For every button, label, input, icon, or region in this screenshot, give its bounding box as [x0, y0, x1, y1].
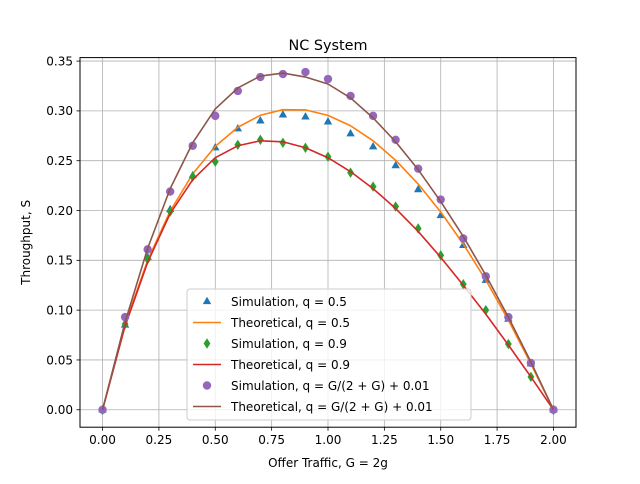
x-axis-label: Offer Traffic, G = 2g: [268, 456, 388, 470]
x-tick-label: 1.00: [315, 433, 342, 447]
x-tick-label: 0.25: [146, 433, 173, 447]
series-line: [101, 108, 555, 411]
chart-title: NC System: [288, 38, 367, 54]
series-layer: [98, 67, 558, 415]
grid: [80, 57, 576, 428]
data-point: [346, 91, 355, 101]
y-tick-label: 0.30: [46, 104, 73, 118]
legend-label: Theoretical, q = 0.9: [230, 358, 350, 372]
x-tick-label: 2.00: [540, 433, 567, 447]
data-point: [391, 160, 400, 169]
series-6: [101, 72, 555, 411]
y-tick-label: 0.10: [46, 303, 73, 317]
y-axis-label: Throughput, S: [19, 200, 33, 286]
y-tick-label: 0.25: [46, 154, 73, 168]
legend-label: Theoretical, q = 0.5: [230, 316, 350, 330]
y-tick-label: 0.05: [46, 353, 73, 367]
data-point: [256, 72, 265, 82]
data-point: [368, 141, 378, 150]
y-tick-label: 0.20: [46, 204, 73, 218]
legend-marker-swatch: [203, 338, 211, 349]
data-point: [301, 112, 310, 120]
y-tick-label: 0.00: [46, 403, 73, 417]
x-tick-label: 0.50: [202, 433, 229, 447]
data-point: [324, 151, 332, 162]
x-tick-label: 0.00: [89, 433, 116, 447]
y-tick-label: 0.35: [46, 54, 73, 68]
data-point: [346, 129, 355, 137]
legend-marker-swatch: [202, 381, 212, 390]
data-point: [166, 206, 174, 217]
series-5: [98, 67, 558, 414]
x-tick-label: 0.75: [258, 433, 285, 447]
series-2: [101, 108, 555, 411]
data-point: [189, 171, 197, 182]
data-point: [323, 117, 333, 125]
legend-label: Simulation, q = 0.5: [231, 295, 347, 309]
series-4: [101, 139, 555, 411]
series-line: [101, 139, 555, 411]
legend-label: Theoretical, q = G/(2 + G) + 0.01: [230, 400, 433, 414]
x-tick-label: 1.75: [484, 433, 511, 447]
data-point: [144, 254, 152, 265]
data-point: [256, 134, 264, 145]
data-point: [256, 116, 265, 124]
x-tick-label: 1.50: [427, 433, 454, 447]
data-point: [301, 67, 310, 77]
legend-label: Simulation, q = G/(2 + G) + 0.01: [231, 379, 430, 393]
data-point: [414, 223, 422, 234]
x-axis-ticks: 0.00 0.25 0.50 0.75 1.00 1.25 1.50 1.75 2.00: [89, 427, 567, 447]
data-point: [211, 156, 219, 167]
legend-box: [186, 288, 472, 421]
data-point: [368, 111, 378, 121]
data-point: [437, 250, 445, 261]
series-line: [101, 72, 555, 411]
plot-frame: [79, 57, 577, 428]
legend-marker-swatch: [202, 296, 212, 305]
data-point: [278, 69, 288, 79]
data-point: [278, 110, 288, 118]
y-axis-ticks: 0.00 0.05 0.10 0.15 0.20 0.25 0.30 0.35: [46, 54, 80, 417]
data-point: [391, 135, 400, 144]
y-tick-label: 0.15: [46, 254, 73, 268]
data-point: [413, 184, 423, 193]
legend-label: Simulation, q = 0.9: [231, 337, 347, 351]
x-tick-label: 1.25: [371, 433, 398, 447]
data-point: [323, 74, 333, 84]
data-point: [279, 137, 287, 148]
data-point: [482, 304, 490, 316]
legend: Simulation, q = 0.5 Theoretical, q = 0.5 S…: [186, 288, 472, 421]
data-point: [211, 111, 220, 121]
